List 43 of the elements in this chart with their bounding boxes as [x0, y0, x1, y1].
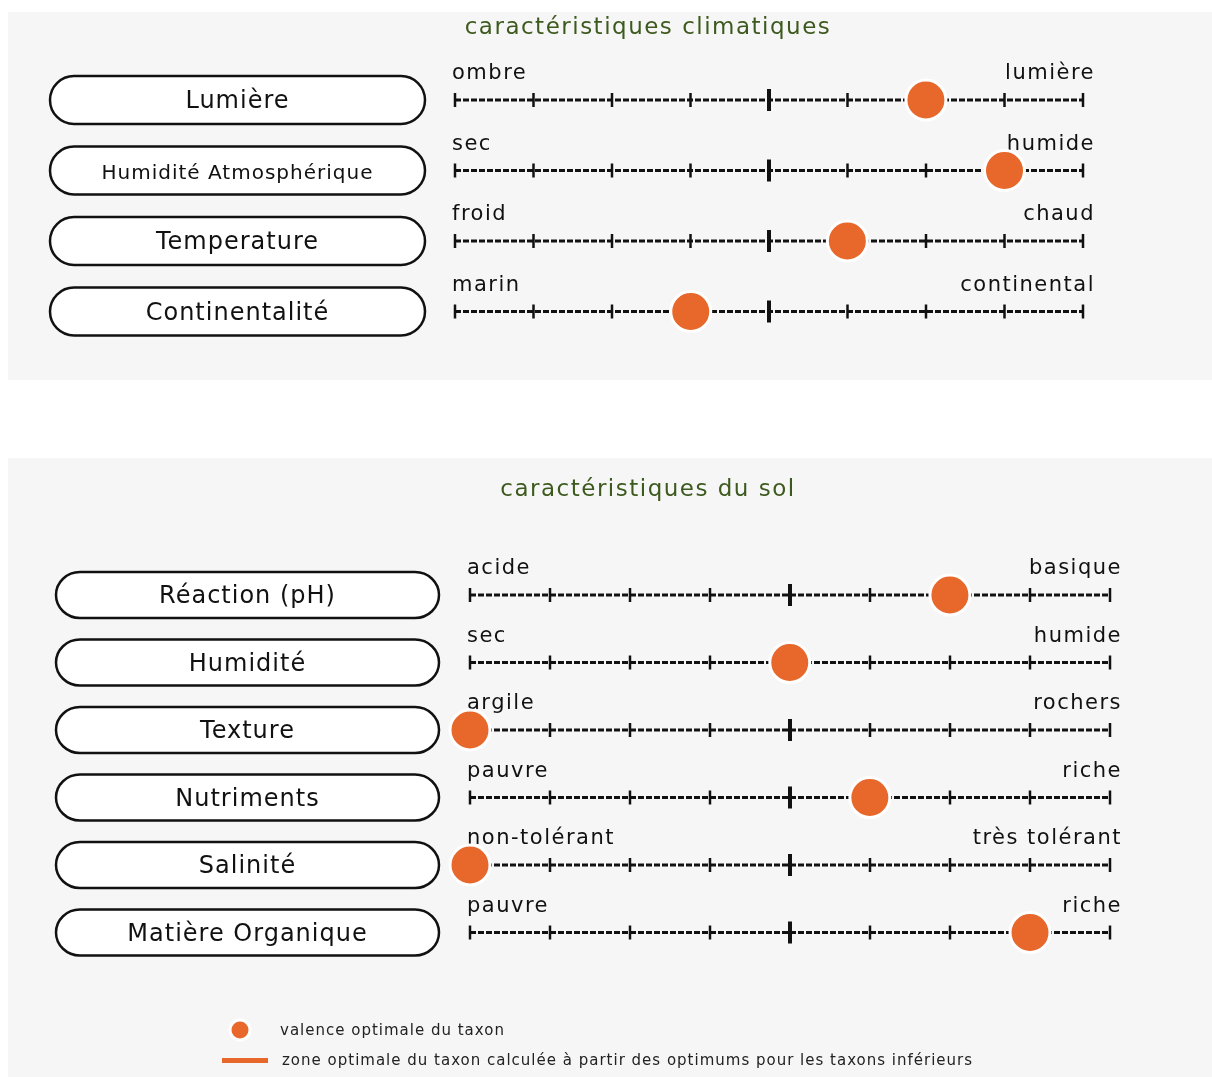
annotation: continental [960, 271, 1095, 296]
point [983, 149, 1026, 192]
point [768, 641, 812, 684]
annotation: basique [1028, 555, 1122, 579]
y-tick-label: Texture [199, 716, 295, 744]
text: humide [1033, 622, 1122, 647]
point [904, 78, 948, 122]
annotation: ombre [452, 60, 528, 84]
annotation: marin [452, 271, 521, 296]
annotation: sec [467, 622, 507, 647]
y-tick-label: Continentalité [145, 297, 330, 326]
y-tick-label: Humidité Atmosphérique [101, 159, 374, 184]
point [669, 290, 713, 333]
y-tick-label: Temperature [154, 227, 320, 255]
annotation: pauvre [467, 757, 550, 782]
point [848, 776, 892, 819]
y-tick-label: Réaction (pH) [159, 581, 336, 609]
annotation: sec [452, 130, 492, 155]
y-tick-label: Salinité [198, 851, 297, 879]
legend-label: valence optimale du taxon [280, 1021, 505, 1039]
text: humide [1006, 130, 1095, 155]
y-tick-label: Humidité [188, 648, 307, 677]
point [825, 219, 869, 263]
point [1008, 911, 1052, 954]
text: riche [1062, 757, 1122, 782]
annotation: très tolérant [972, 825, 1122, 849]
text: zone optimale du taxon calculée à partir des optimums pour les taxons inférieurs [282, 1051, 974, 1069]
point [448, 843, 492, 887]
y-tick-label: Lumière [185, 86, 290, 114]
annotation: non-tolérant [467, 825, 615, 849]
annotation: pauvre [467, 892, 550, 917]
annotation: acide [467, 555, 531, 579]
y-tick-label: Nutriments [175, 783, 320, 812]
text: chaud [1023, 201, 1095, 225]
y-tick-label: Matière Organique [127, 918, 368, 947]
chart-title: caractéristiques du sol [500, 475, 796, 501]
annotation: argile [467, 690, 536, 714]
text: rochers [1033, 690, 1122, 714]
text: lumière [1005, 60, 1095, 84]
point [928, 573, 972, 617]
annotation: froid [452, 201, 508, 225]
text: riche [1062, 892, 1122, 917]
chart-title: caractéristiques climatiques [464, 13, 832, 39]
